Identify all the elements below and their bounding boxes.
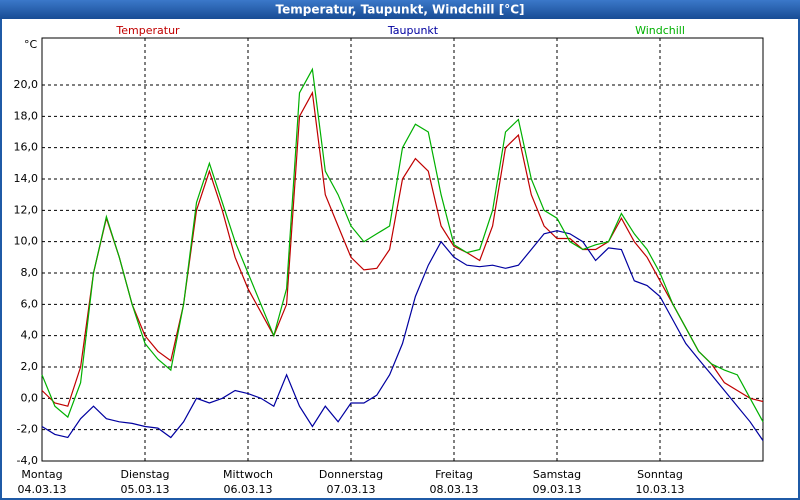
- x-tick-label: Montag: [21, 468, 62, 481]
- y-tick-label: -4,0: [17, 454, 38, 467]
- y-tick-label: 10,0: [14, 235, 39, 248]
- y-tick-label: 2,0: [21, 360, 39, 373]
- x-tick-label: Mittwoch: [223, 468, 273, 481]
- x-tick-label: Sonntag: [637, 468, 683, 481]
- x-tick-date: 06.03.13: [224, 483, 273, 496]
- y-tick-label: 6,0: [21, 297, 39, 310]
- title-bar: [0, 0, 800, 19]
- y-tick-label: -2,0: [17, 423, 38, 436]
- x-tick-label: Donnerstag: [319, 468, 383, 481]
- x-tick-label: Dienstag: [120, 468, 169, 481]
- y-tick-label: 8,0: [21, 266, 39, 279]
- y-tick-label: 12,0: [14, 203, 39, 216]
- x-tick-label: Samstag: [533, 468, 581, 481]
- window-title: Temperatur, Taupunkt, Windchill [°C]: [276, 3, 525, 17]
- y-tick-label: 14,0: [14, 172, 39, 185]
- series-line: [41, 230, 764, 441]
- x-tick-date: 07.03.13: [327, 483, 376, 496]
- y-tick-label: 16,0: [14, 141, 39, 154]
- y-label: °C: [24, 38, 38, 51]
- y-tick-label: 18,0: [14, 109, 39, 122]
- legend-label: Windchill: [635, 24, 685, 37]
- legend-label: Taupunkt: [387, 24, 439, 37]
- x-tick-label: Freitag: [435, 468, 473, 481]
- y-tick-label: 20,0: [14, 78, 39, 91]
- y-tick-label: 4,0: [21, 329, 39, 342]
- series-line: [41, 90, 764, 407]
- legend-label: Temperatur: [115, 24, 180, 37]
- x-tick-date: 04.03.13: [18, 483, 67, 496]
- series-line: [41, 67, 764, 423]
- y-tick-label: 0,0: [21, 391, 39, 404]
- x-tick-date: 10.03.13: [636, 483, 685, 496]
- x-tick-date: 05.03.13: [121, 483, 170, 496]
- x-tick-date: 09.03.13: [533, 483, 582, 496]
- plot-frame: [41, 37, 764, 462]
- x-tick-date: 08.03.13: [430, 483, 479, 496]
